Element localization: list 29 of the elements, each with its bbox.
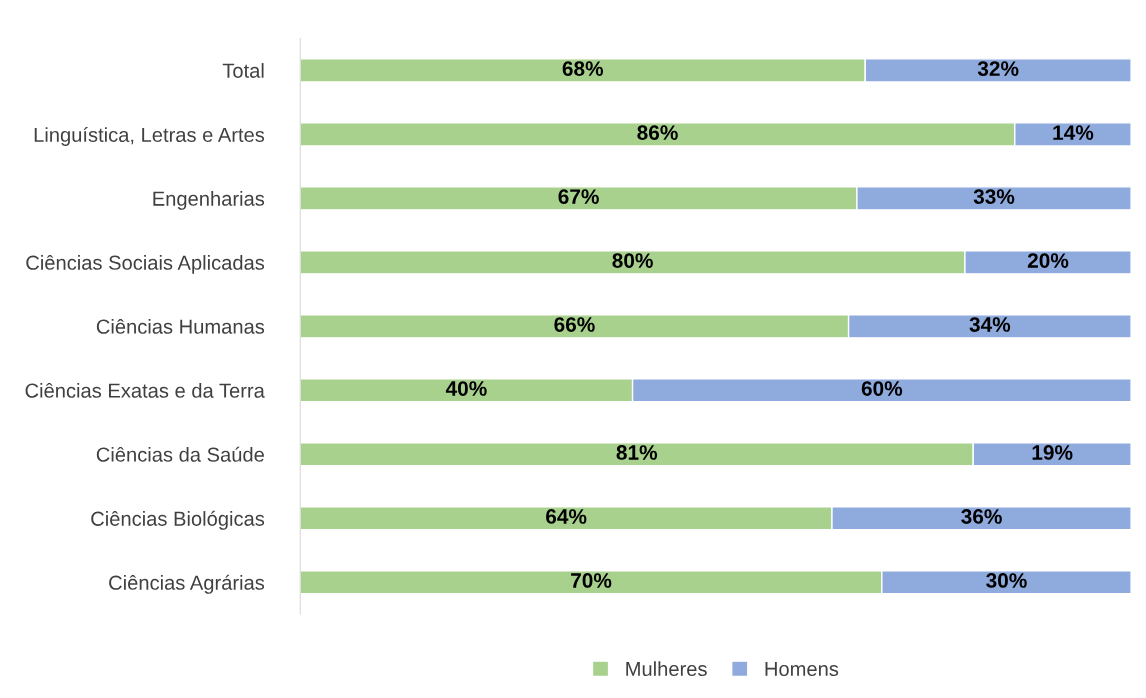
- legend-label: Homens: [765, 662, 839, 677]
- y-tick-label: Ciências Sociais Aplicadas: [26, 255, 265, 274]
- data-label: 86%: [637, 125, 678, 140]
- y-tick-label: Ciências Agrárias: [109, 574, 265, 594]
- y-tick-label: Total: [222, 63, 264, 78]
- data-label: 68%: [562, 61, 604, 76]
- y-tick-label: Engenharias: [153, 191, 265, 210]
- data-label: 36%: [961, 509, 1002, 524]
- data-label: 66%: [554, 317, 595, 332]
- data-label: 32%: [977, 61, 1019, 76]
- data-label: 34%: [969, 317, 1011, 332]
- y-tick-label: Linguística, Letras e Artes: [34, 126, 265, 146]
- legend-label: Mulheres: [626, 661, 707, 677]
- data-label: 60%: [861, 381, 903, 396]
- data-label: 14%: [1053, 125, 1094, 140]
- data-label: 70%: [571, 573, 612, 588]
- y-tick-label: Ciências Biológicas: [91, 510, 265, 530]
- data-label: 33%: [973, 189, 1015, 204]
- data-label: 81%: [616, 445, 658, 460]
- y-tick-label: Ciências Humanas: [96, 318, 265, 334]
- data-label: 80%: [612, 253, 653, 268]
- data-label: 20%: [1027, 253, 1069, 268]
- data-label: 40%: [445, 381, 487, 396]
- y-tick-label: Ciências da Saúde: [96, 446, 264, 462]
- y-tick-label: Ciências Exatas e da Terra: [25, 382, 265, 398]
- data-label: 19%: [1032, 445, 1073, 460]
- data-label: 30%: [986, 573, 1027, 588]
- data-label: 67%: [558, 189, 599, 204]
- data-label: 64%: [546, 509, 587, 524]
